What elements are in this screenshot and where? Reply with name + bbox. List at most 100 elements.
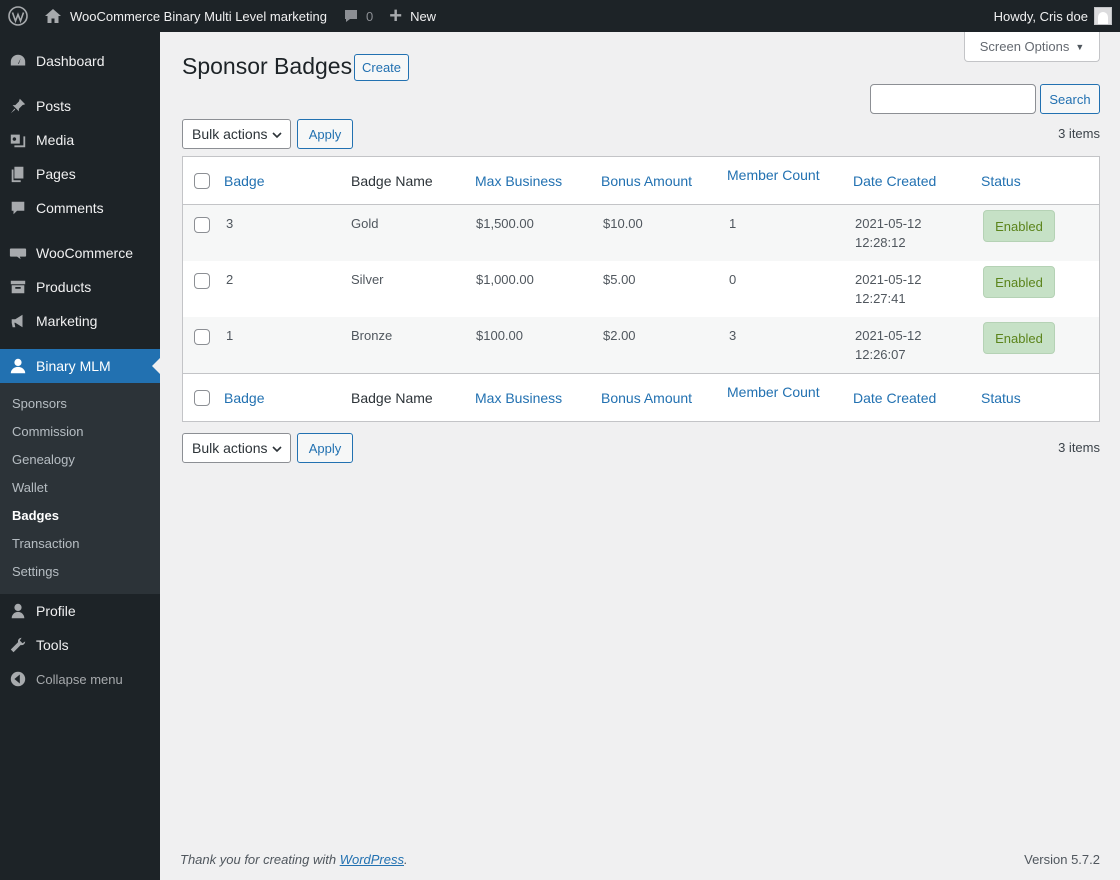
column-footer-badge[interactable]: Badge — [224, 390, 265, 406]
sidebar-item-label: Marketing — [36, 313, 98, 329]
table-row: 2 Silver $1,000.00 $5.00 0 2021-05-12 12… — [183, 261, 1099, 317]
search-input[interactable] — [870, 84, 1036, 114]
column-header-badge[interactable]: Badge — [224, 173, 265, 189]
create-button[interactable]: Create — [354, 54, 410, 81]
status-badge: Enabled — [983, 322, 1055, 354]
screen-options-label: Screen Options — [979, 39, 1070, 54]
column-header-bonus-amount[interactable]: Bonus Amount — [601, 173, 693, 189]
admin-sidebar: Dashboard Posts Media Pages Comments Woo… — [0, 32, 160, 880]
bulk-actions-select-top[interactable]: Bulk actions — [182, 119, 291, 149]
page-title: Sponsor Badges — [182, 53, 353, 79]
table-header-row: Badge Badge Name Max Business Bonus Amou… — [183, 157, 1099, 205]
select-all-checkbox[interactable] — [194, 173, 210, 189]
column-footer-status[interactable]: Status — [981, 390, 1021, 406]
sidebar-item-label: Comments — [36, 200, 104, 216]
chevron-down-icon — [272, 132, 282, 139]
dashboard-icon — [0, 52, 36, 70]
sidebar-item-marketing[interactable]: Marketing — [0, 304, 160, 338]
wrench-icon — [0, 636, 36, 654]
comments-link[interactable]: 0 — [335, 0, 381, 32]
column-header-max-business[interactable]: Max Business — [475, 173, 563, 189]
items-count-top: 3 items — [1058, 126, 1100, 141]
status-badge: Enabled — [983, 266, 1055, 298]
sidebar-item-label: Dashboard — [36, 53, 105, 69]
submenu-item-genealogy[interactable]: Genealogy — [12, 452, 75, 467]
wordpress-link[interactable]: WordPress — [339, 852, 404, 867]
column-footer-member-count[interactable]: Member Count — [727, 384, 820, 400]
sidebar-item-woocommerce[interactable]: WooCommerce — [0, 236, 160, 270]
cell-time: 12:27:41 — [855, 291, 906, 306]
cell-badge: 1 — [226, 328, 234, 343]
current-menu-arrow — [152, 358, 160, 374]
avatar — [1094, 7, 1112, 25]
select-all-checkbox-bottom[interactable] — [194, 390, 210, 406]
cell-time: 12:26:07 — [855, 347, 906, 362]
user-account-menu[interactable]: Howdy, Cris doe — [994, 0, 1112, 32]
site-name-label: WooCommerce Binary Multi Level marketing — [70, 8, 327, 24]
admin-bar: WooCommerce Binary Multi Level marketing… — [0, 0, 1120, 32]
sidebar-item-comments[interactable]: Comments — [0, 191, 160, 225]
sidebar-item-products[interactable]: Products — [0, 270, 160, 304]
table-row: 3 Gold $1,500.00 $10.00 1 2021-05-12 12:… — [183, 205, 1099, 261]
submenu-item-commission[interactable]: Commission — [12, 424, 84, 439]
submenu-item-sponsors[interactable]: Sponsors — [12, 396, 67, 411]
sidebar-item-dashboard[interactable]: Dashboard — [0, 44, 160, 78]
comments-count: 0 — [365, 8, 374, 24]
submenu-item-wallet[interactable]: Wallet — [12, 480, 48, 495]
cell-date: 2021-05-12 — [855, 272, 922, 287]
row-checkbox[interactable] — [194, 329, 210, 345]
bulk-actions-label: Bulk actions — [192, 440, 268, 456]
cell-max-business: $1,000.00 — [476, 272, 534, 287]
sidebar-item-profile[interactable]: Profile — [0, 594, 160, 628]
sidebar-item-label: Products — [36, 279, 92, 295]
site-name-link[interactable]: WooCommerce Binary Multi Level marketing — [36, 0, 335, 32]
apply-button-bottom[interactable]: Apply — [297, 433, 353, 463]
cell-member-count: 3 — [729, 328, 737, 343]
column-header-member-count[interactable]: Member Count — [727, 167, 820, 183]
howdy-label: Howdy, Cris doe — [993, 8, 1088, 24]
sidebar-item-tools[interactable]: Tools — [0, 628, 160, 662]
cell-bonus-amount: $10.00 — [603, 216, 643, 231]
row-checkbox[interactable] — [194, 217, 210, 233]
column-footer-date-created[interactable]: Date Created — [853, 390, 937, 406]
sidebar-item-pages[interactable]: Pages — [0, 157, 160, 191]
footer-thanks: Thank you for creating with WordPress. — [180, 852, 408, 867]
table-footer-row: Badge Badge Name Max Business Bonus Amou… — [183, 373, 1099, 421]
main-content: Screen Options ▼ Sponsor Badges Create S… — [160, 32, 1120, 880]
table-row: 1 Bronze $100.00 $2.00 3 2021-05-12 12:2… — [183, 317, 1099, 373]
comment-bubble-icon — [344, 10, 357, 22]
cell-date: 2021-05-12 — [855, 216, 922, 231]
user-icon — [0, 357, 36, 375]
sidebar-item-label: Posts — [36, 98, 72, 114]
pushpin-icon — [0, 97, 36, 115]
submenu-item-badges[interactable]: Badges — [12, 508, 59, 523]
sidebar-item-binary-mlm[interactable]: Binary MLM — [0, 349, 160, 383]
collapse-menu-button[interactable]: Collapse menu — [0, 662, 160, 696]
sidebar-item-posts[interactable]: Posts — [0, 89, 160, 123]
sidebar-item-label: Tools — [36, 637, 69, 653]
column-footer-bonus-amount[interactable]: Bonus Amount — [601, 390, 693, 406]
sidebar-item-label: Pages — [36, 166, 76, 182]
footer-version: Version 5.7.2 — [1024, 852, 1100, 867]
bulk-actions-select-bottom[interactable]: Bulk actions — [182, 433, 291, 463]
column-footer-max-business[interactable]: Max Business — [475, 390, 563, 406]
screen-options-button[interactable]: Screen Options ▼ — [964, 32, 1100, 62]
cell-date: 2021-05-12 — [855, 328, 922, 343]
megaphone-icon — [0, 312, 36, 330]
bulk-actions-label: Bulk actions — [192, 126, 268, 142]
apply-button-top[interactable]: Apply — [297, 119, 353, 149]
submenu-item-transaction[interactable]: Transaction — [12, 536, 80, 551]
column-header-status[interactable]: Status — [981, 173, 1021, 189]
submenu-item-settings[interactable]: Settings — [12, 564, 59, 579]
sidebar-item-media[interactable]: Media — [0, 123, 160, 157]
search-button[interactable]: Search — [1040, 84, 1100, 114]
row-checkbox[interactable] — [194, 273, 210, 289]
badges-table: Badge Badge Name Max Business Bonus Amou… — [182, 156, 1100, 422]
column-header-date-created[interactable]: Date Created — [853, 173, 937, 189]
column-footer-badge-name: Badge Name — [351, 390, 433, 406]
wordpress-logo-icon[interactable] — [0, 0, 36, 32]
items-count-bottom: 3 items — [1058, 440, 1100, 455]
cell-max-business: $1,500.00 — [476, 216, 534, 231]
new-content-link[interactable]: + New — [381, 0, 444, 32]
media-icon — [0, 131, 36, 149]
